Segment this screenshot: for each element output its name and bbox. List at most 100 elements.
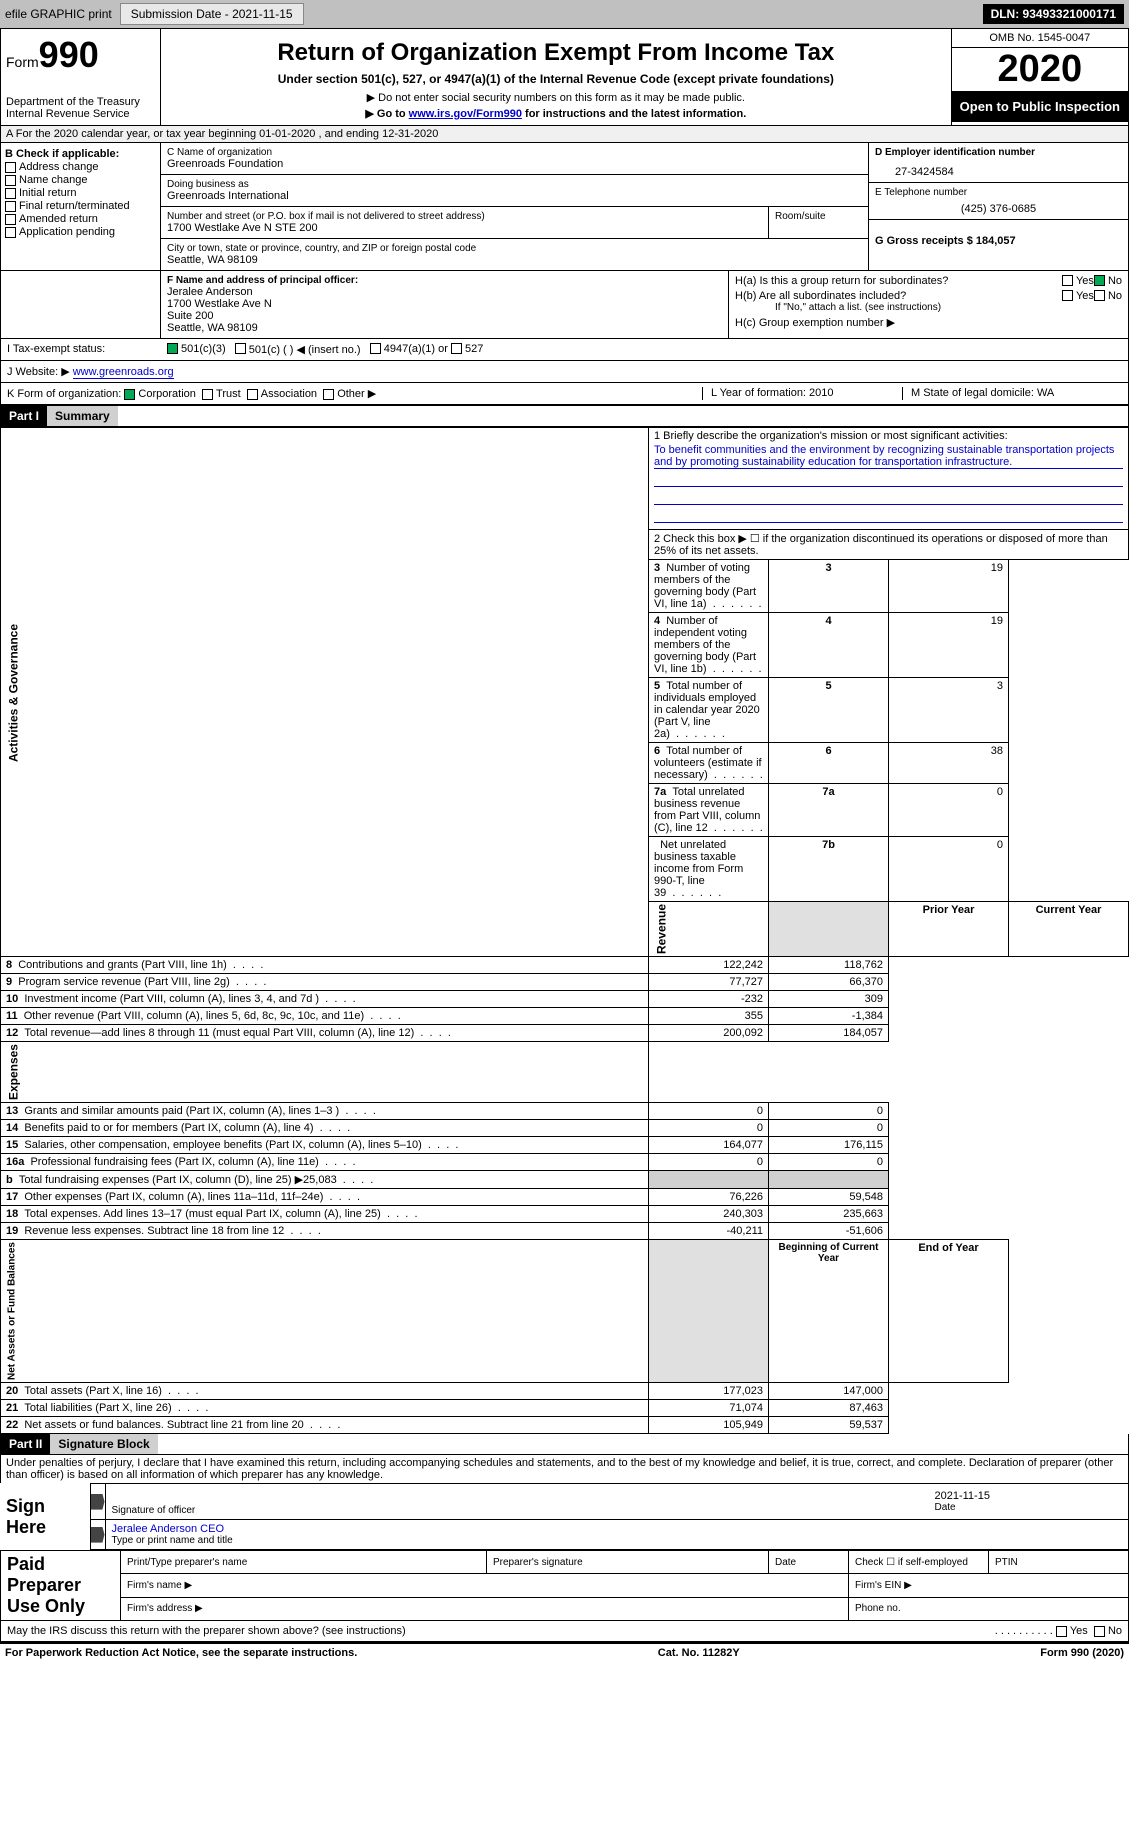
officer-addr2: Suite 200 (167, 310, 722, 322)
cb-other[interactable] (323, 389, 334, 400)
officer-addr3: Seattle, WA 98109 (167, 322, 722, 334)
org-name: Greenroads Foundation (167, 158, 862, 170)
ein-label: D Employer identification number (875, 147, 1122, 158)
cb-hb-no[interactable] (1094, 290, 1105, 301)
cb-final-return[interactable] (5, 201, 16, 212)
officer-name: Jeralee Anderson (167, 286, 722, 298)
cb-application[interactable] (5, 227, 16, 238)
cb-initial-return[interactable] (5, 188, 16, 199)
cb-address-change[interactable] (5, 162, 16, 173)
side-net: Net Assets or Fund Balances (1, 1240, 649, 1383)
part1-title: Summary (47, 406, 118, 426)
efile-label: efile GRAPHIC print (5, 7, 112, 21)
side-activities: Activities & Governance (1, 428, 649, 957)
city-label: City or town, state or province, country… (167, 243, 862, 254)
cb-discuss-no[interactable] (1094, 1626, 1105, 1637)
cb-amended[interactable] (5, 214, 16, 225)
table-row: 18 Total expenses. Add lines 13–17 (must… (1, 1206, 1129, 1223)
form-org-label: K Form of organization: (7, 388, 121, 400)
cb-527[interactable] (451, 343, 462, 354)
cb-discuss-yes[interactable] (1056, 1626, 1067, 1637)
table-row: 17 Other expenses (Part IX, column (A), … (1, 1189, 1129, 1206)
cb-501c[interactable] (235, 343, 246, 354)
table-row: 9 Program service revenue (Part VIII, li… (1, 974, 1129, 991)
footer-left: For Paperwork Reduction Act Notice, see … (5, 1647, 357, 1659)
dba: Greenroads International (167, 190, 862, 202)
table-row: 14 Benefits paid to or for members (Part… (1, 1120, 1129, 1137)
dept-label: Department of the Treasury (6, 96, 155, 108)
year-formation: L Year of formation: 2010 (702, 387, 902, 400)
prep-name-label: Print/Type preparer's name (121, 1551, 487, 1574)
col-boy: Beginning of Current Year (769, 1240, 889, 1383)
state-domicile: M State of legal domicile: WA (902, 387, 1122, 400)
org-name-label: C Name of organization (167, 147, 862, 158)
form-number: 990 (39, 34, 99, 75)
prep-sig-label: Preparer's signature (486, 1551, 768, 1574)
form-title: Return of Organization Exempt From Incom… (166, 39, 946, 67)
goto-pre: ▶ Go to (365, 108, 408, 120)
check-se: Check ☐ if self-employed (849, 1551, 989, 1574)
firm-name: Firm's name ▶ (121, 1574, 849, 1597)
paid-preparer: Paid Preparer Use Only (1, 1551, 121, 1621)
sig-date: 2021-11-15 (935, 1490, 1123, 1502)
cb-4947[interactable] (370, 343, 381, 354)
side-expenses: Expenses (1, 1042, 649, 1103)
ptin-label: PTIN (989, 1551, 1129, 1574)
line2: 2 Check this box ▶ ☐ if the organization… (649, 530, 1129, 560)
cb-trust[interactable] (202, 389, 213, 400)
part2-title: Signature Block (50, 1434, 157, 1454)
penalty-text: Under penalties of perjury, I declare th… (0, 1455, 1129, 1483)
form-header: Form990 Department of the Treasury Inter… (0, 28, 1129, 126)
firm-phone: Phone no. (849, 1597, 1129, 1620)
submission-date-button[interactable]: Submission Date - 2021-11-15 (120, 3, 304, 25)
website-link[interactable]: www.greenroads.org (73, 366, 174, 379)
col-b: B Check if applicable: Address change Na… (1, 143, 161, 270)
open-public: Open to Public Inspection (952, 91, 1128, 122)
footer-right: Form 990 (2020) (1040, 1647, 1124, 1659)
website-label: J Website: ▶ (7, 366, 70, 378)
irs-link[interactable]: www.irs.gov/Form990 (409, 108, 522, 120)
mission-text[interactable]: To benefit communities and the environme… (654, 444, 1123, 469)
hb-label: H(b) Are all subordinates included? (735, 290, 1062, 302)
table-row: 21 Total liabilities (Part X, line 26) .… (1, 1400, 1129, 1417)
tax-year: 2020 (952, 48, 1128, 91)
officer-addr1: 1700 Westlake Ave N (167, 298, 722, 310)
cb-name-change[interactable] (5, 175, 16, 186)
hb-note: If "No," attach a list. (see instruction… (775, 302, 1122, 313)
cb-assoc[interactable] (247, 389, 258, 400)
main-info-block: B Check if applicable: Address change Na… (0, 143, 1129, 271)
summary-table: Activities & Governance 1 Briefly descri… (0, 427, 1129, 1434)
table-row: 16a Professional fundraising fees (Part … (1, 1154, 1129, 1171)
dln: DLN: 93493321000171 (983, 4, 1124, 24)
col-current-year: Current Year (1009, 902, 1129, 957)
addr: 1700 Westlake Ave N STE 200 (167, 222, 762, 234)
prep-date-label: Date (769, 1551, 849, 1574)
cb-501c3[interactable] (167, 343, 178, 354)
phone: (425) 376-0685 (875, 198, 1122, 215)
sign-here: Sign Here (0, 1484, 90, 1550)
cb-ha-yes[interactable] (1062, 275, 1073, 286)
city: Seattle, WA 98109 (167, 254, 862, 266)
dba-label: Doing business as (167, 179, 862, 190)
table-row: 22 Net assets or fund balances. Subtract… (1, 1417, 1129, 1434)
part2-num: Part II (1, 1434, 50, 1454)
table-row: 20 Total assets (Part X, line 16) . . . … (1, 1383, 1129, 1400)
table-row: 10 Investment income (Part VIII, column … (1, 991, 1129, 1008)
may-discuss: May the IRS discuss this return with the… (7, 1625, 406, 1637)
addr-label: Number and street (or P.O. box if mail i… (167, 211, 762, 222)
cb-corp[interactable] (124, 389, 135, 400)
ssn-warning: ▶ Do not enter social security numbers o… (166, 91, 946, 104)
form-word: Form (6, 54, 39, 70)
part1-num: Part I (1, 406, 47, 426)
sig-officer-label: Signature of officer (112, 1505, 923, 1516)
officer-label: F Name and address of principal officer: (167, 275, 722, 286)
table-row: b Total fundraising expenses (Part IX, c… (1, 1171, 1129, 1189)
firm-addr: Firm's address ▶ (121, 1597, 849, 1620)
cb-ha-no[interactable] (1094, 275, 1105, 286)
goto-post: for instructions and the latest informat… (522, 108, 746, 120)
side-revenue: Revenue (649, 902, 769, 957)
hc-label: H(c) Group exemption number ▶ (735, 316, 1122, 329)
table-row: 19 Revenue less expenses. Subtract line … (1, 1223, 1129, 1240)
line1-label: 1 Briefly describe the organization's mi… (654, 430, 1123, 442)
cb-hb-yes[interactable] (1062, 290, 1073, 301)
